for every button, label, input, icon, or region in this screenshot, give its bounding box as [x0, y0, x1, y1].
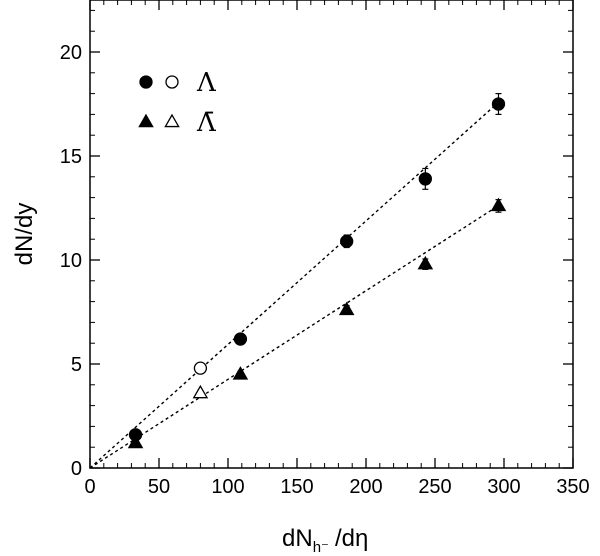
filled-circle-marker — [491, 97, 506, 111]
filled-triangle-marker — [127, 434, 144, 449]
filled-triangle-marker — [138, 113, 154, 128]
filled-circle-marker — [139, 75, 153, 89]
x-tick-label: 0 — [84, 476, 95, 498]
x-tick-label: 150 — [280, 476, 313, 498]
legend-label: Λ — [196, 68, 217, 98]
x-tick-label: 200 — [349, 476, 382, 498]
fit-lines — [89, 99, 502, 469]
open-circle-marker — [165, 75, 179, 89]
x-axis-label: dNh⁻ /dη — [282, 525, 368, 556]
y-axis-label: dN/dy — [11, 203, 38, 266]
y-tick-label: 15 — [60, 146, 82, 168]
legend: Λ Λ̄ — [138, 68, 217, 138]
x-tick-label: 300 — [487, 476, 520, 498]
x-tick-label: 100 — [211, 476, 244, 498]
filled-circle-marker — [340, 234, 354, 248]
filled-triangle-marker — [338, 301, 355, 316]
open-triangle-marker — [164, 113, 180, 128]
x-axis-label-tail: /dη — [335, 525, 368, 552]
filled-triangle-marker — [417, 255, 434, 270]
y-tick-label: 5 — [71, 354, 82, 376]
legend-label: Λ̄ — [196, 108, 217, 138]
open-triangle-marker — [192, 384, 209, 399]
axis-ticks: 0 50 100 150 200 250 300 350 0 5 10 15 20 — [60, 0, 590, 498]
x-tick-label: 350 — [556, 476, 589, 498]
filled-triangle-marker — [490, 197, 507, 212]
plot-frame — [89, 0, 574, 469]
x-axis-label-main: dN — [282, 525, 313, 552]
data-points — [127, 92, 507, 449]
y-tick-label: 10 — [60, 250, 82, 272]
fit-line — [89, 203, 502, 469]
fit-line — [89, 99, 502, 469]
y-tick-label: 20 — [60, 42, 82, 64]
x-tick-label: 250 — [418, 476, 451, 498]
filled-triangle-marker — [232, 366, 249, 380]
open-circle-marker — [193, 361, 208, 375]
filled-circle-marker — [233, 332, 248, 346]
filled-circle-marker — [418, 172, 432, 186]
x-axis-label-subscript: h⁻ — [313, 539, 329, 556]
x-tick-label: 50 — [148, 476, 170, 498]
y-tick-label: 0 — [71, 458, 82, 480]
